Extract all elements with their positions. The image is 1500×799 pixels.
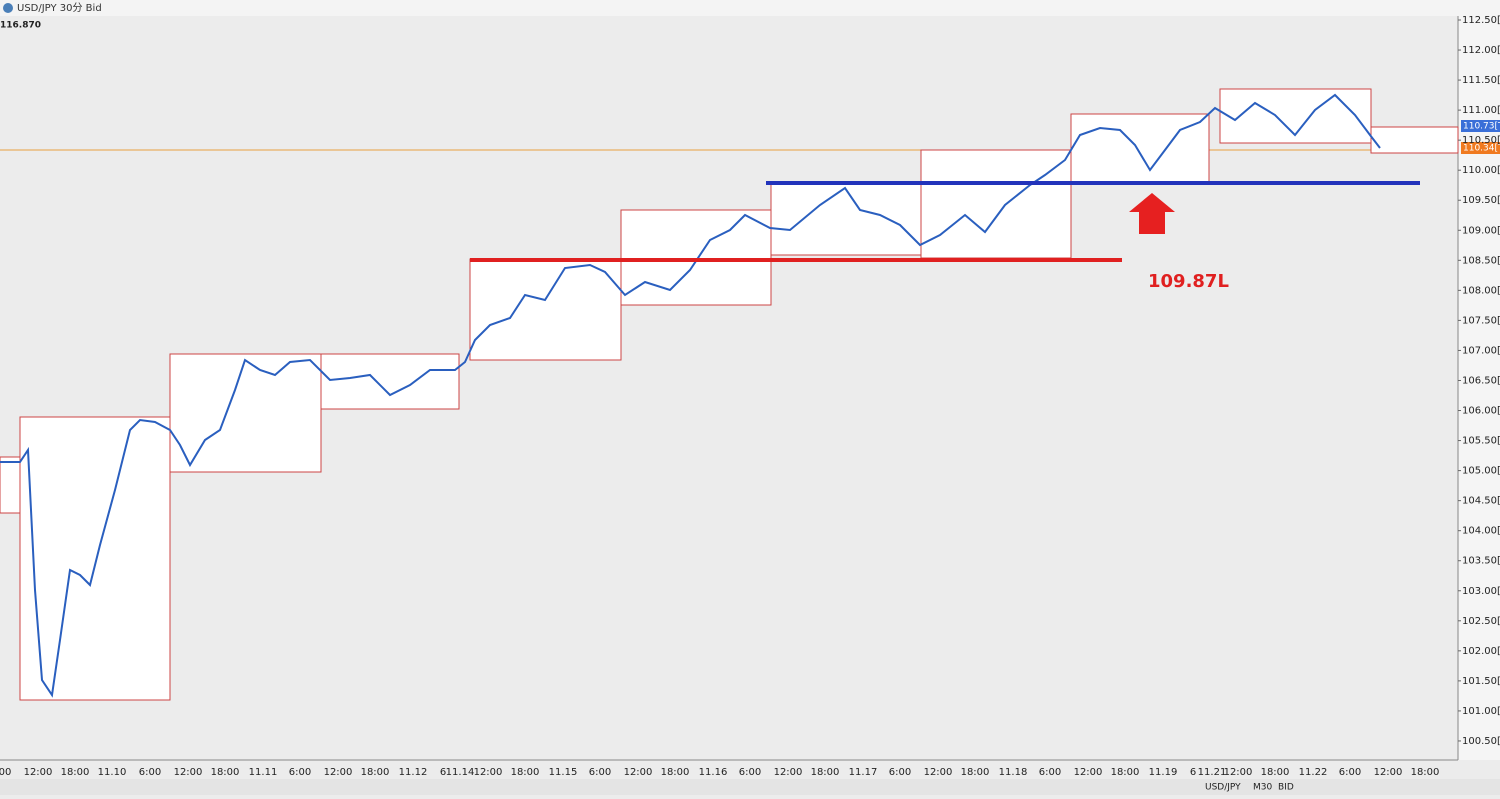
title-bar (0, 0, 1500, 16)
status-timeframe: M30 (1253, 783, 1272, 793)
y-axis-label: 110.00[0 (1462, 165, 1500, 176)
x-axis-label: 18:00 (661, 767, 690, 778)
y-axis-label: 100.50[0 (1462, 736, 1500, 747)
y-axis-label: 103.00[0 (1462, 586, 1500, 597)
price-axis (1458, 16, 1500, 760)
x-axis-label: 18:00 (361, 767, 390, 778)
x-axis-label: 12:00 (1074, 767, 1103, 778)
x-axis-label: 11.16 (699, 767, 728, 778)
x-axis-label: 6:00 (1339, 767, 1361, 778)
y-axis-label: 107.00[0 (1462, 345, 1500, 356)
x-axis-label: 6:00 (739, 767, 761, 778)
y-axis-label: 111.00[0 (1462, 105, 1500, 116)
y-axis-label: 105.00[0 (1462, 466, 1500, 477)
y-axis-label: 102.00[0 (1462, 646, 1500, 657)
y-axis-label: 108.00[0 (1462, 285, 1500, 296)
x-axis-label: 12:00 (1224, 767, 1253, 778)
x-axis-label: 18:00 (511, 767, 540, 778)
x-axis-label: 18:00 (1261, 767, 1290, 778)
x-axis-label: 6:00 (139, 767, 161, 778)
x-axis-label: 11.18 (999, 767, 1028, 778)
x-axis-label: 00 (0, 767, 11, 778)
ask-price: 110.73[T] (1463, 122, 1500, 132)
y-axis-label: 107.50[0 (1462, 315, 1500, 326)
status-bar (0, 779, 1500, 795)
x-axis-label: 11.11 (249, 767, 278, 778)
x-axis-label: 12:00 (174, 767, 203, 778)
window-title: USD/JPY 30分 Bid (17, 2, 102, 14)
range-box (19, 416, 171, 701)
app-icon (3, 3, 13, 13)
range-box (770, 182, 922, 256)
x-axis-label: 12:00 (924, 767, 953, 778)
corner-price: 116.870 (0, 21, 41, 31)
y-axis-label: 110.50[0 (1462, 135, 1500, 146)
x-axis-label: 11.14 (446, 767, 475, 778)
y-axis-label: 104.00[0 (1462, 526, 1500, 537)
x-axis-label: 12:00 (24, 767, 53, 778)
status-side: BID (1278, 783, 1294, 793)
range-box (1370, 126, 1459, 154)
y-axis-label: 112.50[0 (1462, 15, 1500, 26)
x-axis-label: 18:00 (211, 767, 240, 778)
x-axis-label: 11.12 (399, 767, 428, 778)
x-axis-label: 18:00 (811, 767, 840, 778)
x-axis-label: 18:00 (1111, 767, 1140, 778)
y-axis-label: 112.00[0 (1462, 45, 1500, 56)
x-axis-label: 18:00 (61, 767, 90, 778)
y-axis-label: 105.50[0 (1462, 436, 1500, 447)
bid-price: 110.34[T] (1463, 144, 1500, 154)
range-box (469, 258, 622, 361)
y-axis-label: 106.00[0 (1462, 406, 1500, 417)
x-axis-label: 6:00 (1039, 767, 1061, 778)
x-axis-label: 6:00 (589, 767, 611, 778)
y-axis-label: 101.50[0 (1462, 676, 1500, 687)
range-box (620, 209, 772, 306)
range-box (1070, 113, 1210, 183)
x-axis-label: 11.10 (98, 767, 127, 778)
up-arrow (1129, 193, 1175, 234)
x-axis-label: 12:00 (624, 767, 653, 778)
status-symbol: USD/JPY (1205, 783, 1241, 793)
ask-tag (1461, 120, 1500, 132)
range-box (920, 149, 1072, 259)
x-axis-label: 6 (440, 767, 446, 778)
range-box (0, 456, 21, 514)
price-path (0, 93, 1381, 698)
x-axis-label: 11.17 (849, 767, 878, 778)
y-axis-label: 109.50[0 (1462, 195, 1500, 206)
y-axis-label: 104.50[0 (1462, 496, 1500, 507)
bid-tag (1461, 142, 1500, 154)
x-axis-label: 18:00 (961, 767, 990, 778)
y-axis-label: 101.00[0 (1462, 706, 1500, 717)
day-boxes (0, 88, 1459, 701)
y-axis-label: 109.00[0 (1462, 225, 1500, 236)
x-axis-label: 6 (1190, 767, 1196, 778)
x-axis-label: 11.21 (1198, 767, 1227, 778)
range-box (320, 353, 460, 410)
x-axis-label: 12:00 (324, 767, 353, 778)
range-box (169, 353, 322, 473)
y-axis-label: 108.50[0 (1462, 255, 1500, 266)
x-axis-label: 11.22 (1299, 767, 1328, 778)
x-axis-label: 12:00 (1374, 767, 1403, 778)
x-axis-label: 6:00 (289, 767, 311, 778)
x-axis-label: 6:00 (889, 767, 911, 778)
y-axis-label: 102.50[0 (1462, 616, 1500, 627)
x-axis-label: 11.19 (1149, 767, 1178, 778)
x-axis-label: 11.15 (549, 767, 578, 778)
x-axis-label: 12:00 (474, 767, 503, 778)
y-axis-label: 106.50[0 (1462, 375, 1500, 386)
x-axis-label: 12:00 (774, 767, 803, 778)
x-axis-label: 18:00 (1411, 767, 1440, 778)
annotation: 109.87L (1148, 271, 1229, 292)
y-axis-label: 103.50[0 (1462, 556, 1500, 567)
y-axis-label: 111.50[0 (1462, 75, 1500, 86)
